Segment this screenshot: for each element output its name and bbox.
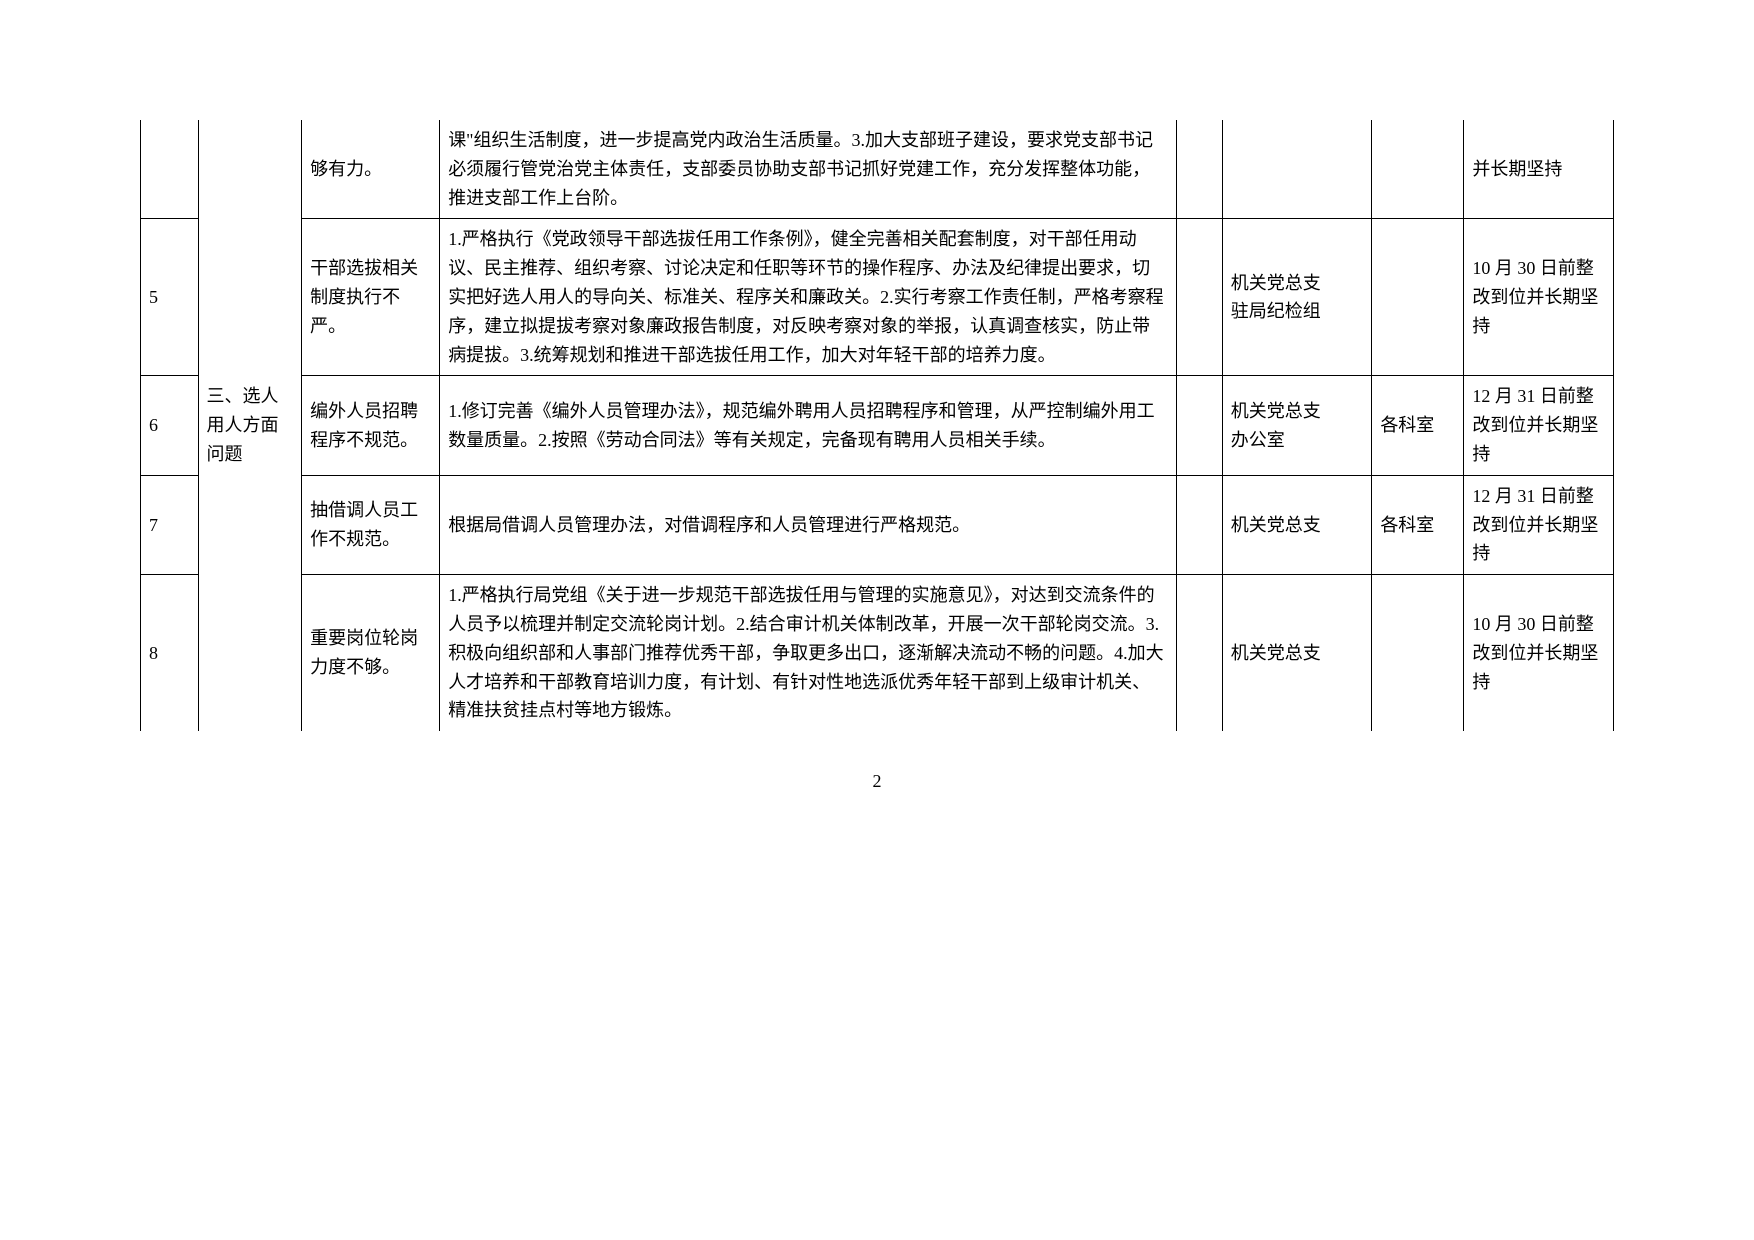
deadline-cell: 并长期坚持 xyxy=(1464,120,1614,219)
issue-cell: 抽借调人员工作不规范。 xyxy=(302,475,440,574)
seq-cell: 8 xyxy=(141,575,199,731)
table-row: 5 干部选拔相关制度执行不严。 1.严格执行《党政领导干部选拔任用工作条例》，健… xyxy=(141,219,1614,376)
dept-cell: 机关党总支 xyxy=(1222,575,1372,731)
measure-cell: 根据局借调人员管理办法，对借调程序和人员管理进行严格规范。 xyxy=(440,475,1177,574)
dept-cell xyxy=(1222,120,1372,219)
seq-cell xyxy=(141,120,199,219)
dept-cell: 机关党总支驻局纪检组 xyxy=(1222,219,1372,376)
issue-cell: 够有力。 xyxy=(302,120,440,219)
seq-cell: 5 xyxy=(141,219,199,376)
sub-cell xyxy=(1372,219,1464,376)
page-number: 2 xyxy=(140,771,1614,792)
blank-cell xyxy=(1176,575,1222,731)
table-row: 6 编外人员招聘程序不规范。 1.修订完善《编外人员管理办法》，规范编外聘用人员… xyxy=(141,376,1614,475)
measure-cell: 1.严格执行局党组《关于进一步规范干部选拔任用与管理的实施意见》，对达到交流条件… xyxy=(440,575,1177,731)
blank-cell xyxy=(1176,475,1222,574)
blank-cell xyxy=(1176,376,1222,475)
issue-cell: 干部选拔相关制度执行不严。 xyxy=(302,219,440,376)
table-row: 8 重要岗位轮岗力度不够。 1.严格执行局党组《关于进一步规范干部选拔任用与管理… xyxy=(141,575,1614,731)
category-cell: 三、选人用人方面问题 xyxy=(198,120,302,731)
table-row: 三、选人用人方面问题 够有力。 课"组织生活制度，进一步提高党内政治生活质量。3… xyxy=(141,120,1614,219)
deadline-cell: 12 月 31 日前整改到位并长期坚持 xyxy=(1464,376,1614,475)
sub-cell xyxy=(1372,120,1464,219)
seq-cell: 7 xyxy=(141,475,199,574)
sub-cell: 各科室 xyxy=(1372,376,1464,475)
deadline-cell: 10 月 30 日前整改到位并长期坚持 xyxy=(1464,219,1614,376)
blank-cell xyxy=(1176,120,1222,219)
measure-cell: 课"组织生活制度，进一步提高党内政治生活质量。3.加大支部班子建设，要求党支部书… xyxy=(440,120,1177,219)
sub-cell: 各科室 xyxy=(1372,475,1464,574)
blank-cell xyxy=(1176,219,1222,376)
sub-cell xyxy=(1372,575,1464,731)
measure-cell: 1.严格执行《党政领导干部选拔任用工作条例》，健全完善相关配套制度，对干部任用动… xyxy=(440,219,1177,376)
deadline-cell: 10 月 30 日前整改到位并长期坚持 xyxy=(1464,575,1614,731)
issue-cell: 重要岗位轮岗力度不够。 xyxy=(302,575,440,731)
deadline-cell: 12 月 31 日前整改到位并长期坚持 xyxy=(1464,475,1614,574)
seq-cell: 6 xyxy=(141,376,199,475)
measure-cell: 1.修订完善《编外人员管理办法》，规范编外聘用人员招聘程序和管理，从严控制编外用… xyxy=(440,376,1177,475)
dept-cell: 机关党总支 xyxy=(1222,475,1372,574)
rectification-table: 三、选人用人方面问题 够有力。 课"组织生活制度，进一步提高党内政治生活质量。3… xyxy=(140,120,1614,731)
issue-cell: 编外人员招聘程序不规范。 xyxy=(302,376,440,475)
table-row: 7 抽借调人员工作不规范。 根据局借调人员管理办法，对借调程序和人员管理进行严格… xyxy=(141,475,1614,574)
dept-cell: 机关党总支办公室 xyxy=(1222,376,1372,475)
